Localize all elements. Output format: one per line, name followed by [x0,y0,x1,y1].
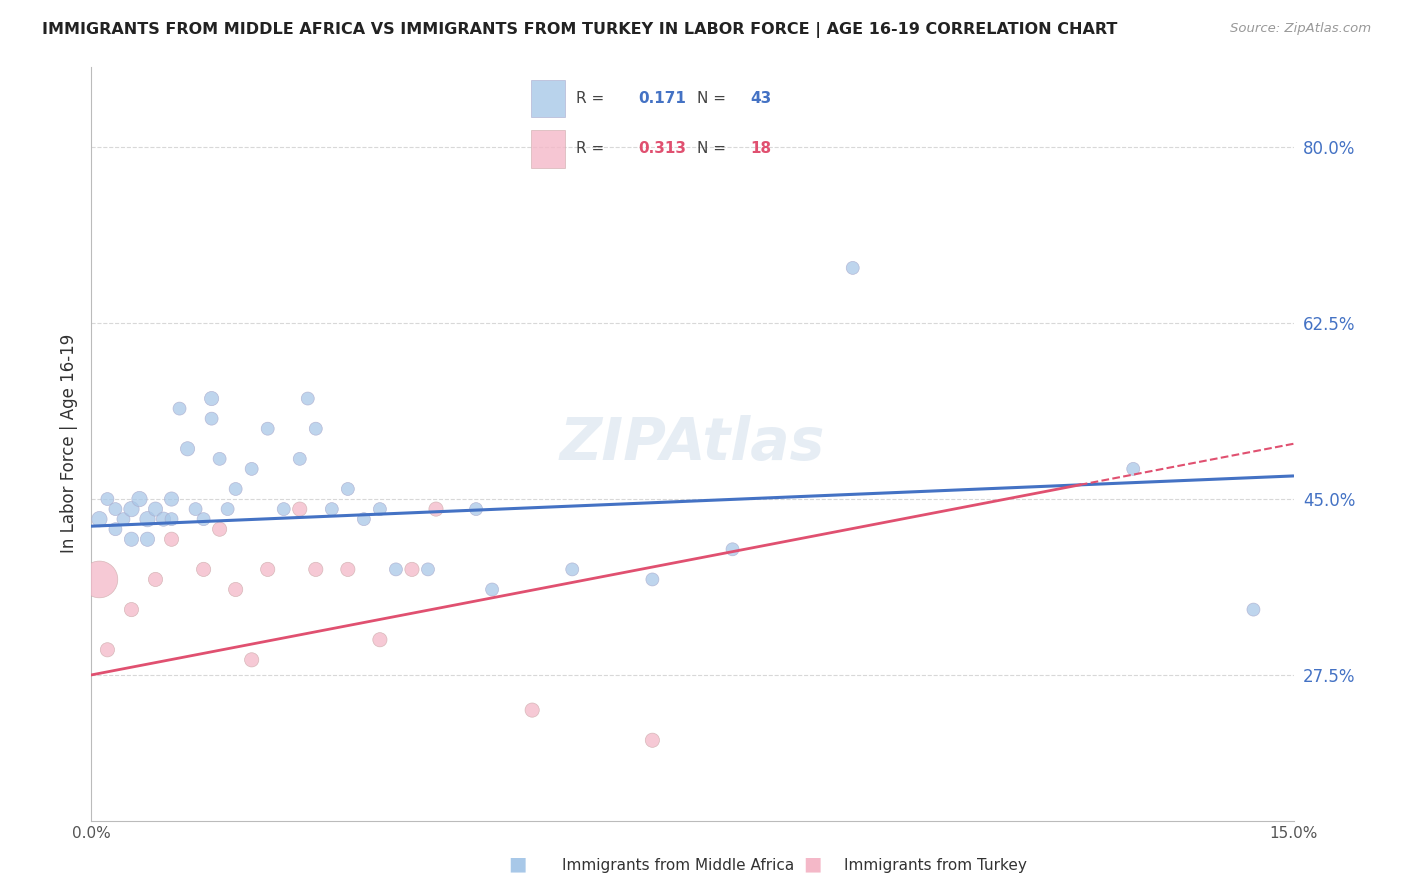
Point [121,602,143,616]
Point [401,562,423,576]
Point [160,491,183,506]
Point [305,562,328,576]
Y-axis label: In Labor Force | Age 16-19: In Labor Force | Age 16-19 [59,334,77,553]
Text: IMMIGRANTS FROM MIDDLE AFRICA VS IMMIGRANTS FROM TURKEY IN LABOR FORCE | AGE 16-: IMMIGRANTS FROM MIDDLE AFRICA VS IMMIGRA… [42,22,1118,38]
Point [522,703,544,717]
Point [96,491,118,506]
Point [288,502,311,516]
Point [273,502,295,516]
Point [104,502,127,516]
Point [240,653,263,667]
Point [145,573,167,587]
Text: R =: R = [576,91,605,106]
Point [104,522,127,536]
Point [368,502,391,516]
Point [176,442,198,456]
Text: ZIPAtlas: ZIPAtlas [560,416,825,472]
Text: ■: ■ [803,855,823,873]
Point [321,502,343,516]
Point [121,502,143,516]
Point [256,422,278,436]
Text: 18: 18 [751,142,772,156]
Point [217,502,239,516]
Point [721,542,744,557]
Text: 0.171: 0.171 [638,91,686,106]
Point [225,582,247,597]
Point [305,422,328,436]
Point [169,401,191,416]
Point [160,512,183,526]
Text: ■: ■ [508,855,527,873]
Point [297,392,319,406]
Text: Source: ZipAtlas.com: Source: ZipAtlas.com [1230,22,1371,36]
Text: N =: N = [697,91,727,106]
Point [89,512,111,526]
Point [121,533,143,547]
Point [208,451,231,466]
Point [225,482,247,496]
Point [193,562,215,576]
Point [193,512,215,526]
Text: 0.313: 0.313 [638,142,686,156]
Point [841,260,863,275]
Point [201,392,224,406]
Point [240,462,263,476]
Point [425,502,447,516]
Point [136,512,159,526]
Bar [531,80,565,118]
Bar [531,130,565,168]
Point [385,562,408,576]
Point [1243,602,1265,616]
Point [481,582,503,597]
Point [201,411,224,425]
Point [128,491,150,506]
Point [145,502,167,516]
Point [641,733,664,747]
Text: Immigrants from Middle Africa: Immigrants from Middle Africa [562,858,794,872]
Point [368,632,391,647]
Point [152,512,174,526]
Point [136,533,159,547]
Text: N =: N = [697,142,727,156]
Point [112,512,135,526]
Point [256,562,278,576]
Text: Immigrants from Turkey: Immigrants from Turkey [844,858,1026,872]
Point [465,502,488,516]
Point [336,562,359,576]
Point [208,522,231,536]
Point [160,533,183,547]
Text: 43: 43 [751,91,772,106]
Point [1122,462,1144,476]
Point [336,482,359,496]
Text: R =: R = [576,142,605,156]
Point [89,573,111,587]
Point [416,562,439,576]
Point [96,642,118,657]
Point [641,573,664,587]
Point [184,502,207,516]
Point [561,562,583,576]
Point [288,451,311,466]
Point [353,512,375,526]
